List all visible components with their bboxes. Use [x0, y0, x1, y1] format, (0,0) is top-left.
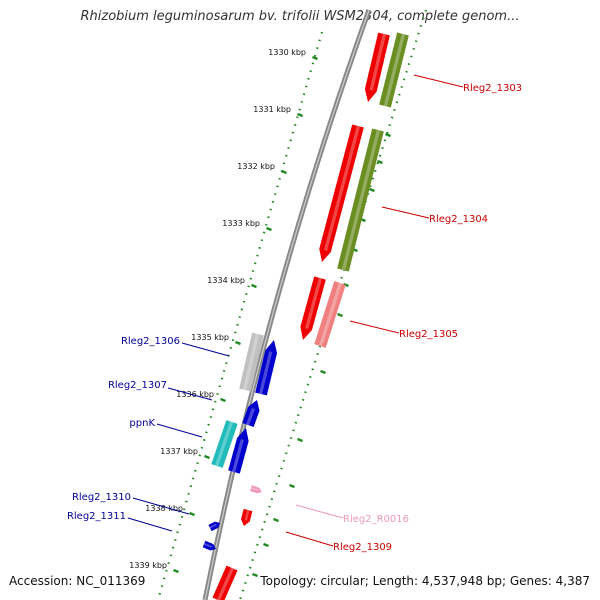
- label-leader-line: [413, 74, 464, 88]
- tick-label: 1339 kbp: [129, 561, 167, 570]
- tick-mark: [173, 568, 179, 574]
- gene-label[interactable]: Rleg2_1311: [67, 511, 126, 522]
- gene-rleg2-1309[interactable]: [241, 508, 253, 526]
- tick-label: 1333 kbp: [222, 219, 260, 228]
- label-leader-line: [132, 497, 190, 515]
- gene-label[interactable]: ppnK: [129, 418, 155, 429]
- gene-label[interactable]: Rleg2_R0016: [343, 514, 409, 525]
- label-leader-line: [127, 517, 173, 532]
- gene-rleg2-1311[interactable]: [202, 540, 216, 551]
- gene-rleg2-1303-track[interactable]: [379, 32, 409, 108]
- tick-mark: [189, 511, 195, 517]
- tick-mark: [220, 397, 226, 403]
- gene-rleg2-r0016[interactable]: [249, 485, 262, 494]
- gene-label[interactable]: Rleg2_1307: [108, 380, 167, 391]
- track-dash: [343, 282, 349, 288]
- label-leader-line: [156, 423, 203, 438]
- label-leader-line: [285, 531, 334, 547]
- gene-ppnk[interactable]: [228, 428, 249, 474]
- tick-label: 1331 kbp: [253, 105, 291, 114]
- track-dash: [289, 483, 295, 489]
- gene-rleg2-1305[interactable]: [300, 276, 326, 340]
- gene-label[interactable]: Rleg2_1305: [399, 329, 458, 340]
- gene-rleg2-1310[interactable]: [208, 521, 220, 532]
- gene-ppnk-track[interactable]: [211, 420, 238, 468]
- track-dash: [369, 187, 375, 193]
- dotted-track-inner: [156, 31, 324, 600]
- tick-mark: [312, 55, 318, 61]
- gene-rleg2-1307[interactable]: [242, 400, 260, 428]
- tick-label: 1334 kbp: [207, 276, 245, 285]
- label-leader-line: [295, 504, 344, 519]
- track-dash: [337, 312, 343, 318]
- label-leader-line: [167, 387, 213, 401]
- tick-mark: [297, 112, 303, 118]
- gene-rleg2-1304-track[interactable]: [337, 128, 384, 272]
- label-leader-line: [381, 206, 430, 219]
- track-dash: [320, 369, 326, 375]
- track-dash: [263, 542, 269, 548]
- tick-label: 1338 kbp: [145, 504, 183, 513]
- tick-mark: [235, 340, 241, 346]
- tick-mark: [266, 226, 272, 232]
- tick-mark: [251, 283, 257, 289]
- gene-rleg2-partial[interactable]: [212, 565, 238, 600]
- tick-label: 1337 kbp: [160, 447, 198, 456]
- tick-label: 1335 kbp: [191, 333, 229, 342]
- tick-mark: [281, 169, 287, 175]
- gene-rleg2-1305-track[interactable]: [314, 281, 346, 348]
- map-title: Rhizobium leguminosarum bv. trifolii WSM…: [80, 9, 520, 24]
- accession-text: Accession: NC_011369: [9, 574, 146, 588]
- gene-label[interactable]: Rleg2_1303: [463, 83, 522, 94]
- label-leader-line: [349, 320, 400, 334]
- track-dash: [297, 437, 303, 443]
- gene-label[interactable]: Rleg2_1309: [333, 542, 392, 553]
- tick-label: 1330 kbp: [268, 48, 306, 57]
- genome-backbone: [202, 9, 372, 600]
- topology-text: Topology: circular; Length: 4,537,948 bp…: [260, 574, 590, 588]
- track-dash: [385, 132, 391, 138]
- label-leader-line: [181, 342, 230, 357]
- tick-label: 1332 kbp: [237, 162, 275, 171]
- gene-label[interactable]: Rleg2_1306: [121, 336, 180, 347]
- tick-mark: [204, 454, 210, 460]
- track-dash: [273, 517, 279, 523]
- track-dash: [377, 159, 383, 165]
- gene-rleg2-1306[interactable]: [255, 340, 278, 396]
- track-dash: [252, 572, 258, 578]
- gene-label[interactable]: Rleg2_1304: [429, 214, 488, 225]
- gene-rleg2-1304[interactable]: [319, 124, 364, 262]
- tick-label: 1336 kbp: [176, 390, 214, 399]
- gene-label[interactable]: Rleg2_1310: [72, 492, 131, 503]
- gene-rleg2-1303[interactable]: [364, 32, 390, 102]
- gene-rleg2-1306-track[interactable]: [239, 332, 264, 392]
